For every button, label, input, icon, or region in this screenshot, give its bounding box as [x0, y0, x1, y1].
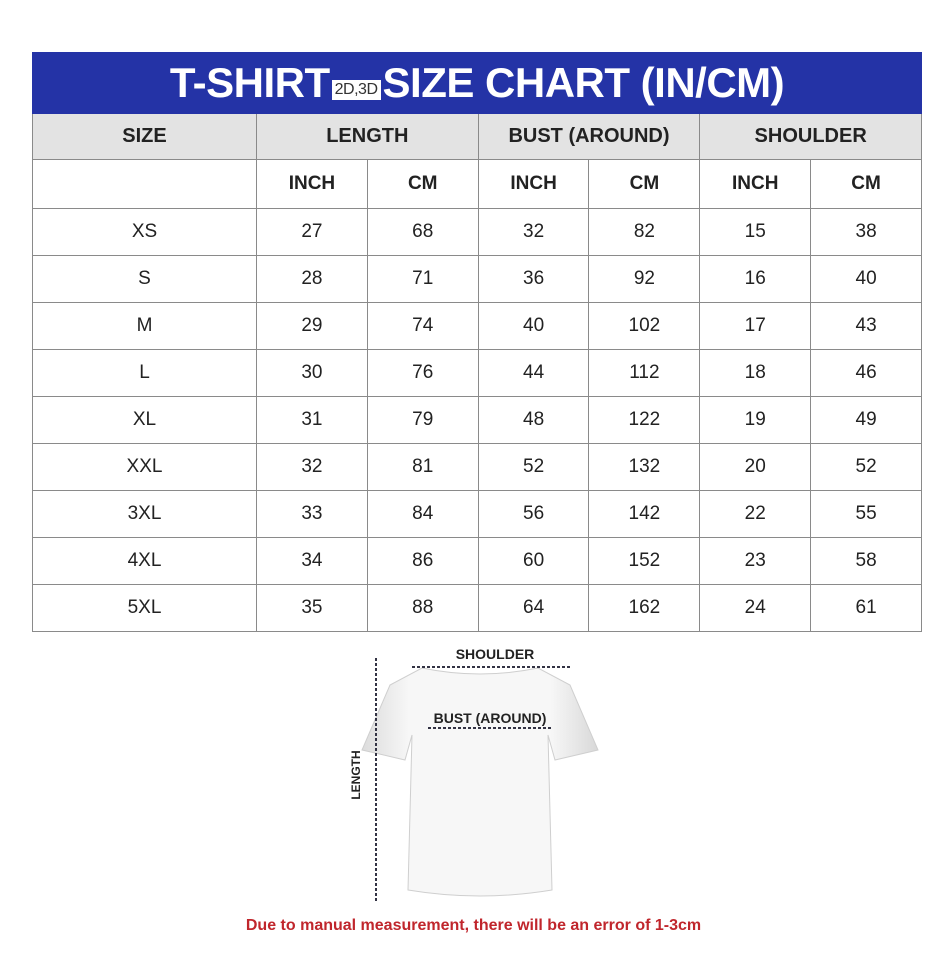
size-cell: 4XL [32, 537, 257, 585]
value-cell: 17 [699, 302, 812, 350]
value-cell: 43 [810, 302, 922, 350]
value-cell: 84 [366, 490, 479, 538]
size-chart-table: T-SHIRT 2D,3D SIZE CHART (IN/CM) SIZE LENG… [32, 52, 922, 632]
value-cell: 32 [256, 443, 368, 491]
value-cell: 35 [256, 584, 368, 632]
value-cell: 27 [256, 208, 368, 256]
table-row: 3XL 33 84 56 142 22 55 [32, 490, 922, 538]
value-cell: 52 [477, 443, 590, 491]
value-cell: 132 [588, 443, 701, 491]
value-cell: 40 [477, 302, 590, 350]
header-inch: INCH [699, 159, 812, 209]
value-cell: 74 [366, 302, 479, 350]
title-text: T-SHIRT [169, 59, 330, 106]
value-cell: 81 [366, 443, 479, 491]
table-row: L 30 76 44 112 18 46 [32, 349, 922, 397]
value-cell: 112 [588, 349, 701, 397]
value-cell: 19 [699, 396, 812, 444]
size-cell: M [32, 302, 257, 350]
size-cell: XXL [32, 443, 257, 491]
header-shoulder: SHOULDER [699, 113, 922, 160]
value-cell: 122 [588, 396, 701, 444]
value-cell: 58 [810, 537, 922, 585]
value-cell: 56 [477, 490, 590, 538]
tshirt-icon [361, 667, 599, 897]
header-size: SIZE [32, 113, 257, 160]
size-cell: XS [32, 208, 257, 256]
table-row: M 29 74 40 102 17 43 [32, 302, 922, 350]
value-cell: 28 [256, 255, 368, 303]
header-bust: BUST (AROUND) [477, 113, 701, 160]
value-cell: 46 [810, 349, 922, 397]
value-cell: 152 [588, 537, 701, 585]
header-inch: INCH [477, 159, 590, 209]
value-cell: 24 [699, 584, 812, 632]
value-cell: 32 [477, 208, 590, 256]
size-cell: S [32, 255, 257, 303]
value-cell: 76 [366, 349, 479, 397]
header-cm: CM [810, 159, 922, 209]
value-cell: 30 [256, 349, 368, 397]
table-row: 5XL 35 88 64 162 24 61 [32, 584, 922, 632]
length-label: LENGTH [349, 750, 363, 799]
value-cell: 23 [699, 537, 812, 585]
value-cell: 33 [256, 490, 368, 538]
value-cell: 29 [256, 302, 368, 350]
value-cell: 52 [810, 443, 922, 491]
table-row: XS 27 68 32 82 15 38 [32, 208, 922, 256]
shoulder-label: SHOULDER [456, 646, 535, 662]
header-cm: CM [588, 159, 701, 209]
size-cell: L [32, 349, 257, 397]
value-cell: 102 [588, 302, 701, 350]
value-cell: 64 [477, 584, 590, 632]
table-row: XL 31 79 48 122 19 49 [32, 396, 922, 444]
value-cell: 162 [588, 584, 701, 632]
value-cell: 44 [477, 349, 590, 397]
value-cell: 36 [477, 255, 590, 303]
value-cell: 16 [699, 255, 812, 303]
value-cell: 15 [699, 208, 812, 256]
value-cell: 18 [699, 349, 812, 397]
header-cm: CM [366, 159, 479, 209]
chart-title: T-SHIRT 2D,3D SIZE CHART (IN/CM) [32, 52, 922, 114]
size-cell: 5XL [32, 584, 257, 632]
value-cell: 68 [366, 208, 479, 256]
value-cell: 79 [366, 396, 479, 444]
value-cell: 38 [810, 208, 922, 256]
value-cell: 55 [810, 490, 922, 538]
table-row: 4XL 34 86 60 152 23 58 [32, 537, 922, 585]
value-cell: 34 [256, 537, 368, 585]
value-cell: 86 [366, 537, 479, 585]
header-inch: INCH [256, 159, 368, 209]
header-length: LENGTH [256, 113, 479, 160]
value-cell: 61 [810, 584, 922, 632]
size-cell: XL [32, 396, 257, 444]
value-cell: 20 [699, 443, 812, 491]
size-cell: 3XL [32, 490, 257, 538]
tshirt-diagram: SHOULDER BUST (AROUND) LENGTH [349, 646, 599, 902]
value-cell: 22 [699, 490, 812, 538]
table-row: S 28 71 36 92 16 40 [32, 255, 922, 303]
value-cell: 142 [588, 490, 701, 538]
header-blank [32, 159, 257, 209]
title-text-2: SIZE CHART (IN/CM) [382, 59, 785, 106]
value-cell: 40 [810, 255, 922, 303]
value-cell: 92 [588, 255, 701, 303]
measurement-note: Due to manual measurement, there will be… [245, 917, 702, 934]
value-cell: 88 [366, 584, 479, 632]
value-cell: 60 [477, 537, 590, 585]
title-tag: 2D,3D [331, 79, 381, 100]
bust-label: BUST (AROUND) [434, 710, 547, 726]
value-cell: 82 [588, 208, 701, 256]
value-cell: 48 [477, 396, 590, 444]
value-cell: 49 [810, 396, 922, 444]
value-cell: 31 [256, 396, 368, 444]
value-cell: 71 [366, 255, 479, 303]
table-row: XXL 32 81 52 132 20 52 [32, 443, 922, 491]
